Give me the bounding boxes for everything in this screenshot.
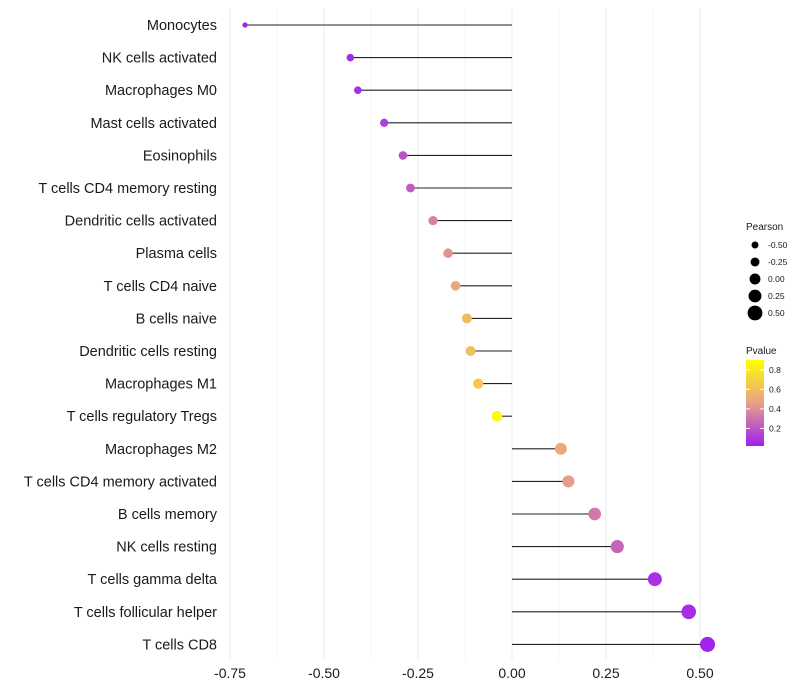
- lollipop-stems: [245, 24, 708, 645]
- legend: Pearson Pvalue -0.50 -0.25 0.00 0.25 0.50 0.8…: [746, 222, 788, 446]
- legend-color-label: 0.2: [769, 423, 781, 433]
- category-label: T cells regulatory Tregs: [67, 409, 217, 425]
- x-tick-label: -0.50: [308, 665, 340, 681]
- category-label: Plasma cells: [136, 246, 217, 262]
- data-point: [380, 118, 389, 127]
- category-label: T cells CD8: [142, 637, 217, 653]
- data-point: [443, 248, 453, 258]
- data-point: [428, 215, 438, 226]
- category-label: T cells follicular helper: [74, 605, 217, 621]
- data-point: [473, 378, 484, 389]
- category-label: B cells naive: [136, 311, 217, 327]
- data-point: [450, 280, 461, 291]
- lollipop-points: [242, 22, 716, 652]
- legend-size-label: -0.50: [768, 240, 788, 250]
- legend-size-key: [747, 305, 763, 321]
- x-tick-label: -0.25: [402, 665, 434, 681]
- legend-color-label: 0.8: [769, 365, 781, 375]
- data-point: [554, 442, 567, 455]
- category-label: Dendritic cells resting: [79, 344, 217, 360]
- legend-color-bar: [746, 360, 764, 446]
- legend-color-title: Pvalue: [746, 346, 777, 357]
- category-label: Macrophages M2: [105, 442, 217, 458]
- data-point: [647, 572, 662, 587]
- legend-size-title: Pearson: [746, 222, 783, 233]
- grid-lines: [229, 8, 701, 660]
- legend-size-label: 0.50: [768, 308, 785, 318]
- data-point: [681, 604, 697, 620]
- y-axis-labels: Monocytes NK cells activated Macrophages M…: [24, 18, 218, 653]
- x-tick-label: -0.75: [214, 665, 246, 681]
- legend-color-label: 0.6: [769, 384, 781, 394]
- data-point: [588, 507, 602, 521]
- category-label: B cells memory: [118, 507, 218, 523]
- legend-size-key: [749, 273, 761, 285]
- category-label: Eosinophils: [143, 148, 217, 164]
- category-label: Macrophages M1: [105, 377, 217, 393]
- legend-size-label: 0.25: [768, 291, 785, 301]
- data-point: [562, 475, 575, 488]
- data-point: [406, 183, 415, 193]
- category-label: Macrophages M0: [105, 83, 217, 99]
- data-point: [700, 636, 716, 652]
- category-label: T cells CD4 naive: [104, 279, 217, 295]
- legend-size-key: [750, 257, 760, 267]
- legend-color-label: 0.4: [769, 404, 781, 414]
- category-label: T cells gamma delta: [88, 572, 218, 588]
- category-label: NK cells resting: [116, 540, 217, 556]
- category-label: Monocytes: [147, 18, 217, 34]
- category-label: Dendritic cells activated: [65, 214, 217, 230]
- data-point: [398, 151, 408, 160]
- legend-size-label: 0.00: [768, 274, 785, 284]
- x-tick-label: 0.25: [592, 665, 619, 681]
- category-label: T cells CD4 memory resting: [38, 181, 217, 197]
- data-point: [491, 410, 503, 422]
- category-label: T cells CD4 memory activated: [24, 474, 217, 490]
- x-tick-label: 0.50: [686, 665, 713, 681]
- x-tick-label: 0.00: [498, 665, 525, 681]
- category-label: NK cells activated: [102, 51, 217, 67]
- data-point: [354, 86, 362, 95]
- legend-size-key: [751, 241, 759, 249]
- data-point: [610, 540, 624, 554]
- data-point: [346, 53, 355, 62]
- data-point: [465, 345, 476, 357]
- data-point: [461, 313, 472, 324]
- x-axis-ticks: -0.75 -0.50 -0.25 0.00 0.25 0.50: [214, 665, 714, 681]
- data-point: [242, 22, 248, 28]
- legend-size-label: -0.25: [768, 257, 788, 267]
- category-label: Mast cells activated: [90, 116, 217, 132]
- legend-size-key: [748, 289, 762, 303]
